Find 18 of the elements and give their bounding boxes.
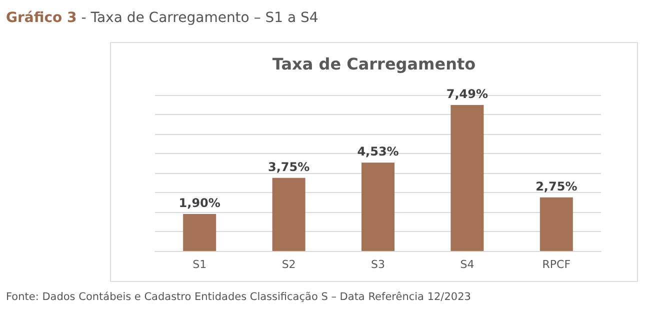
x-tick-label: S3 [371, 258, 385, 271]
chart-title: Gráfico 3 - Taxa de Carregamento – S1 a S4 [6, 10, 318, 26]
chart-subtitle: Taxa de Carregamento [272, 54, 476, 74]
data-label: 2,75% [536, 179, 578, 194]
bar [540, 197, 573, 251]
bar [183, 214, 216, 251]
x-tick-label: S1 [192, 258, 207, 271]
x-tick-label: S4 [460, 258, 474, 271]
data-label: 3,75% [268, 160, 310, 174]
bar [272, 178, 306, 251]
x-tick-label: RPCF [542, 258, 571, 271]
data-label: 1,90% [178, 196, 220, 210]
source-note: Fonte: Dados Contábeis e Cadastro Entidades Classificação S – Data Referência 12/2023 [6, 291, 471, 303]
bar [450, 104, 484, 251]
data-label: 7,49% [446, 86, 488, 101]
bar [362, 162, 394, 251]
data-label: 4,53% [357, 144, 399, 159]
x-tick-label: S2 [282, 258, 296, 271]
